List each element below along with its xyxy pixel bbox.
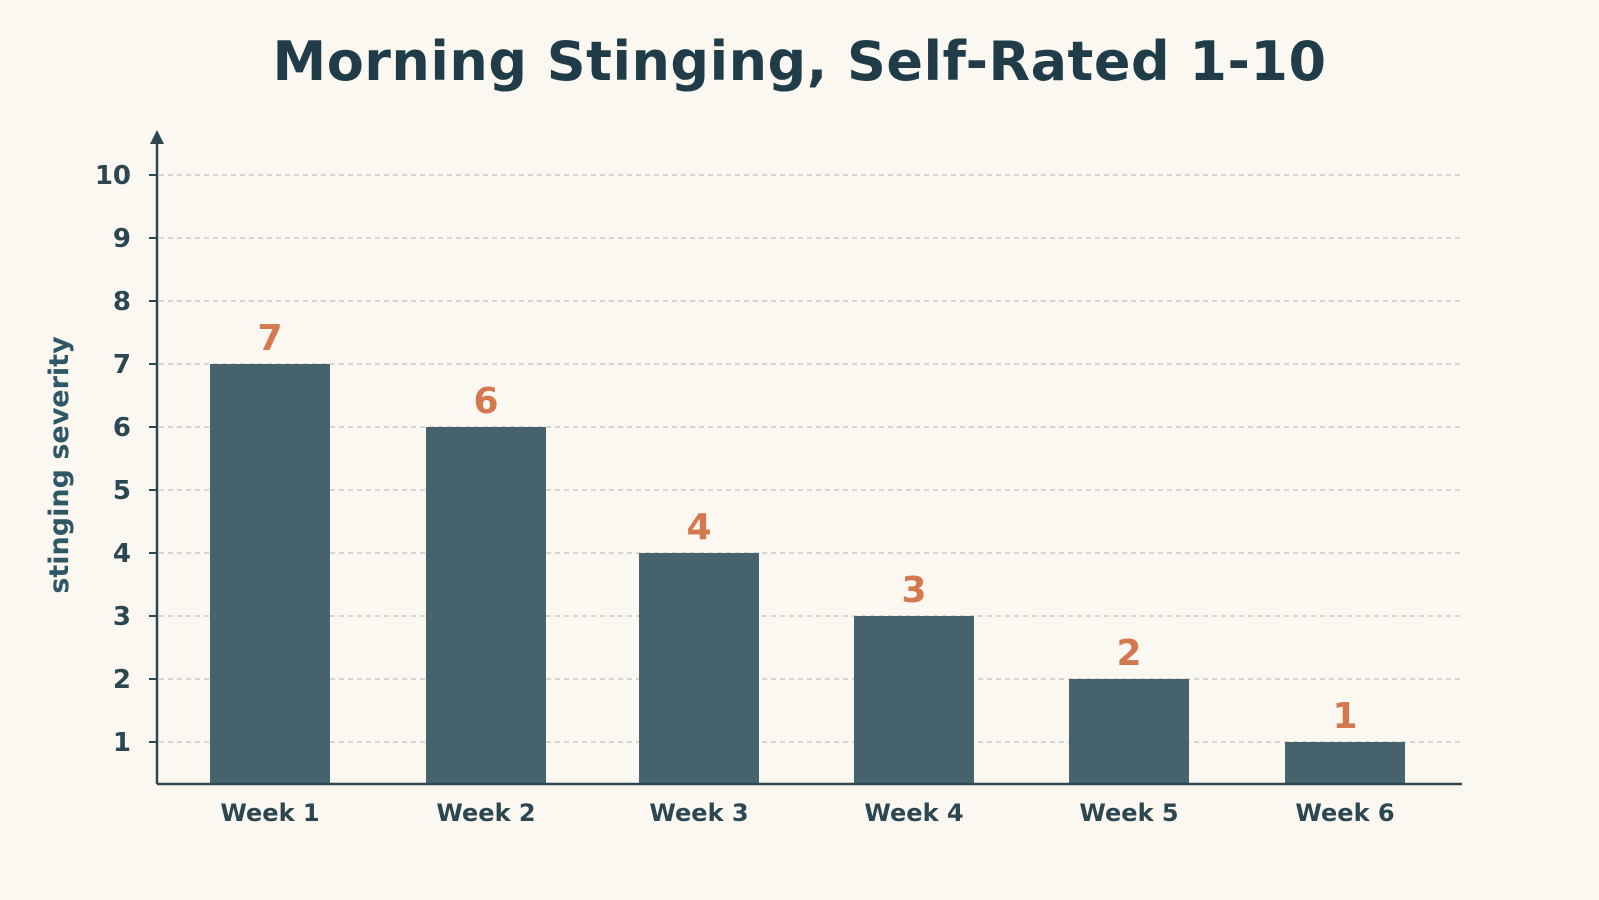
y-tick-label: 7 [113,350,131,380]
y-tick-label: 1 [113,728,131,758]
y-tick-label: 3 [113,602,131,632]
gridlines [159,174,1462,743]
value-label: 7 [257,318,282,359]
y-tick-label: 4 [113,539,131,569]
bar [639,553,759,784]
value-label: 1 [1332,696,1357,737]
x-tick-label: Week 1 [220,799,319,827]
y-tick-label: 9 [113,224,131,254]
bar [1285,742,1405,784]
y-tick-label: 5 [113,476,131,506]
bar [854,616,974,784]
x-tick-label: Week 4 [864,799,963,827]
x-tick-label: Week 3 [649,799,748,827]
bar [210,364,330,784]
axes [149,130,1462,786]
x-tick-label: Week 6 [1295,799,1394,827]
bar [426,427,546,784]
y-tick-label: 8 [113,287,131,317]
value-label: 6 [473,381,498,422]
chart-title: Morning Stinging, Self-Rated 1-10 [272,30,1327,93]
bars [210,364,1405,784]
value-label: 4 [686,507,711,548]
value-label: 2 [1116,633,1141,674]
bar [1069,679,1189,784]
labels: 1 2 3 4 5 6 7 8 9 10 7 Week 1 6 Week 2 4 Week 3 3 Week 4 2… [44,161,1395,827]
y-tick-label: 10 [95,161,131,191]
y-tick-label: 6 [113,413,131,443]
y-tick-label: 2 [113,665,131,695]
x-tick-label: Week 5 [1079,799,1178,827]
x-tick-label: Week 2 [436,799,535,827]
y-axis-label: stinging severity [44,336,75,594]
y-axis-arrow [150,130,164,144]
value-label: 3 [901,570,926,611]
